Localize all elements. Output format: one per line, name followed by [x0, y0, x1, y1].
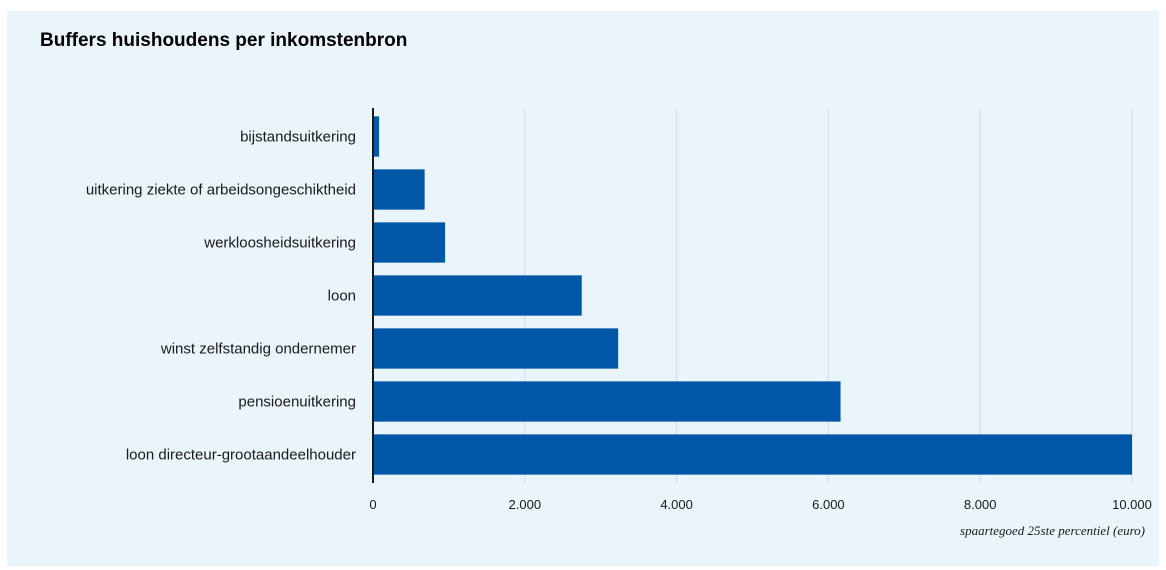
x-tick-label: 4.000 — [660, 497, 693, 512]
category-label: loon — [328, 288, 356, 305]
bar — [373, 381, 841, 422]
x-tick-label: 8.000 — [964, 497, 997, 512]
x-tick-label: 10.000 — [1112, 497, 1152, 512]
chart-title: Buffers huishoudens per inkomstenbron — [40, 30, 408, 51]
x-tick-label: 2.000 — [509, 497, 542, 512]
grid-lines — [524, 108, 1133, 483]
x-tick-label: 6.000 — [812, 497, 845, 512]
bar — [373, 169, 425, 210]
bar — [373, 328, 619, 369]
x-axis-title: spaartegoed 25ste percentiel (euro) — [960, 523, 1145, 538]
bars — [373, 116, 1132, 475]
category-label: pensioenuitkering — [238, 394, 356, 411]
bar — [373, 275, 582, 316]
category-labels: bijstandsuitkering uitkering ziekte of ar… — [86, 129, 356, 464]
bar — [373, 222, 446, 263]
category-label: winst zelfstandig ondernemer — [160, 341, 356, 358]
bar — [373, 434, 1132, 475]
x-tick-label: 0 — [369, 497, 376, 512]
category-label: loon directeur-grootaandeelhouder — [126, 447, 356, 464]
category-label: uitkering ziekte of arbeidsongeschikthei… — [86, 182, 356, 199]
bar — [373, 116, 380, 157]
x-tick-labels: 0 2.000 4.000 6.000 8.000 10.000 — [369, 497, 1152, 512]
category-label: werkloosheidsuitkering — [203, 235, 356, 252]
category-label: bijstandsuitkering — [240, 129, 356, 146]
